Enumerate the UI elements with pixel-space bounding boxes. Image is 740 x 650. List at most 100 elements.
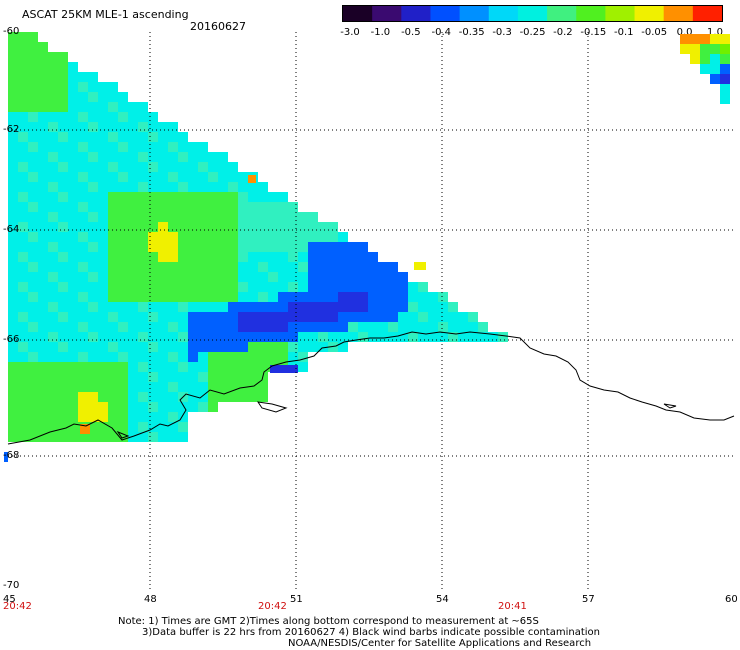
wind-cell xyxy=(438,322,448,332)
wind-cell xyxy=(58,192,68,202)
wind-cell xyxy=(78,242,88,252)
wind-cell xyxy=(358,262,368,272)
wind-cell xyxy=(358,252,368,262)
wind-cell xyxy=(218,352,228,362)
wind-cell xyxy=(268,302,278,312)
wind-cell xyxy=(338,262,348,272)
wind-cell xyxy=(218,342,228,352)
wind-cell xyxy=(188,272,198,282)
wind-cell xyxy=(338,272,348,282)
wind-cell xyxy=(700,44,710,54)
wind-cell xyxy=(148,252,158,262)
wind-cell xyxy=(258,332,268,342)
wind-cell xyxy=(248,312,258,322)
wind-cell xyxy=(188,322,198,332)
wind-cell xyxy=(308,242,318,252)
wind-cell xyxy=(138,182,148,192)
wind-cell xyxy=(710,34,720,44)
wind-cell xyxy=(288,282,298,292)
wind-cell xyxy=(98,172,108,182)
wind-cell xyxy=(148,352,158,362)
wind-cell xyxy=(178,342,188,352)
wind-cell xyxy=(188,312,198,322)
wind-cell xyxy=(268,192,278,202)
wind-cell xyxy=(98,162,108,172)
wind-cell xyxy=(318,222,328,232)
wind-cell xyxy=(48,132,58,142)
wind-cell xyxy=(108,352,118,362)
wind-cell xyxy=(118,252,128,262)
wind-cell xyxy=(318,312,328,322)
wind-cell xyxy=(68,282,78,292)
wind-cell xyxy=(138,192,148,202)
wind-cell xyxy=(268,262,278,272)
wind-cell xyxy=(18,92,28,102)
wind-cell xyxy=(288,322,298,332)
colorbar-tick-label: -3.0 xyxy=(340,27,360,38)
wind-cell xyxy=(228,252,238,262)
wind-cell xyxy=(38,432,48,442)
wind-cell xyxy=(88,192,98,202)
wind-cell xyxy=(108,412,118,422)
wind-cell xyxy=(208,262,218,272)
wind-cell xyxy=(158,402,168,412)
wind-cell xyxy=(298,252,308,262)
colorbar-swatch xyxy=(430,6,461,21)
wind-cell xyxy=(298,212,308,222)
wind-cell xyxy=(128,302,138,312)
wind-cell xyxy=(38,382,48,392)
wind-cell xyxy=(128,252,138,262)
wind-cell xyxy=(468,332,478,342)
wind-cell xyxy=(168,192,178,202)
wind-cell xyxy=(478,332,488,342)
wind-cell xyxy=(388,262,398,272)
wind-cell xyxy=(248,212,258,222)
wind-cell xyxy=(298,322,308,332)
wind-cell xyxy=(78,302,88,312)
wind-cell xyxy=(148,162,158,172)
wind-cell xyxy=(378,262,388,272)
wind-cell xyxy=(138,142,148,152)
wind-cell xyxy=(268,202,278,212)
wind-cell xyxy=(38,352,48,362)
wind-cell xyxy=(198,182,208,192)
wind-cell xyxy=(8,342,18,352)
wind-cell xyxy=(98,322,108,332)
lat-label-70: -70 xyxy=(3,580,20,591)
wind-cell xyxy=(128,362,138,372)
wind-cell xyxy=(168,422,178,432)
wind-cell xyxy=(78,142,88,152)
wind-cell xyxy=(98,332,108,342)
wind-cell xyxy=(358,312,368,322)
wind-cell xyxy=(308,252,318,262)
wind-cell xyxy=(188,362,198,372)
wind-cell xyxy=(8,262,18,272)
wind-cell xyxy=(418,312,428,322)
wind-cell xyxy=(28,172,38,182)
wind-cell xyxy=(148,142,158,152)
wind-cell xyxy=(8,62,18,72)
wind-cell xyxy=(38,42,48,52)
wind-cell xyxy=(168,402,178,412)
wind-cell xyxy=(28,422,38,432)
wind-cell xyxy=(18,162,28,172)
wind-cell xyxy=(178,172,188,182)
wind-cell xyxy=(228,372,238,382)
lon-label-45: 45 xyxy=(3,594,16,605)
wind-cell xyxy=(48,172,58,182)
wind-cell xyxy=(28,252,38,262)
wind-cell xyxy=(418,302,428,312)
wind-cell xyxy=(248,175,256,183)
wind-cell xyxy=(238,392,248,402)
wind-cell xyxy=(168,382,178,392)
wind-cell xyxy=(690,44,700,54)
wind-cell xyxy=(58,252,68,262)
wind-cell xyxy=(168,282,178,292)
wind-cell xyxy=(128,212,138,222)
wind-cell xyxy=(148,272,158,282)
wind-cell xyxy=(118,432,128,442)
wind-cell xyxy=(138,222,148,232)
wind-cell xyxy=(378,322,388,332)
wind-cell xyxy=(258,202,268,212)
wind-cell xyxy=(218,372,228,382)
